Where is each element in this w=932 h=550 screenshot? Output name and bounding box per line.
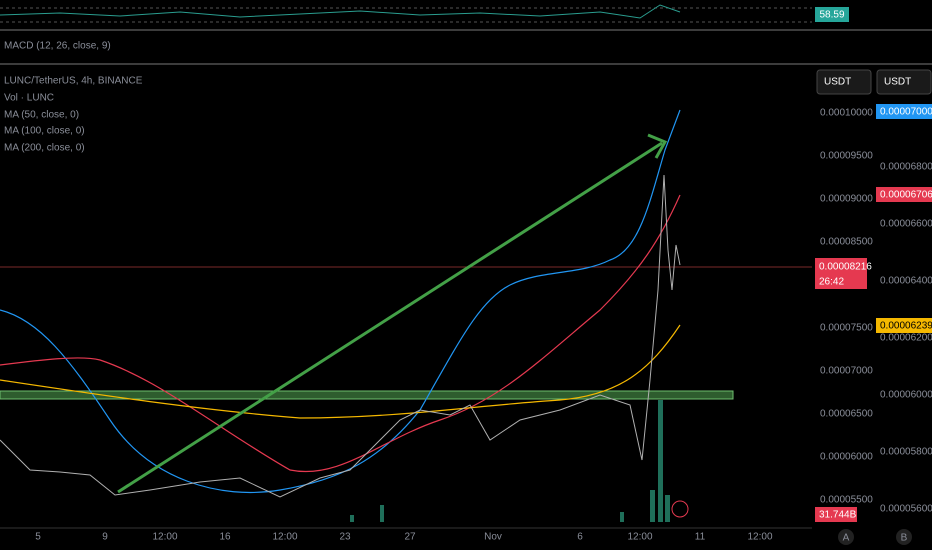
price-axis-label: 0.00006400 xyxy=(880,276,932,287)
volume-bar xyxy=(380,505,384,522)
price-axis-label: 0.00008500 xyxy=(820,237,873,248)
ma-label: MA (100, close, 0) xyxy=(4,126,85,137)
corner-label: A xyxy=(843,533,850,544)
price-tag-text: 0.00008216 xyxy=(819,262,872,273)
corner-button[interactable] xyxy=(838,529,854,545)
price-tag xyxy=(876,104,932,119)
price-axis-label: 0.00006500 xyxy=(820,409,873,420)
volume-bar xyxy=(620,512,624,522)
currency-button[interactable] xyxy=(816,69,872,95)
time-axis-label: 11 xyxy=(695,532,706,543)
currency-label: USDT xyxy=(884,77,911,88)
rsi-line xyxy=(0,4,681,19)
currency-label: USDT xyxy=(824,77,851,88)
price-axis-label: 0.00007000 xyxy=(820,366,873,377)
ma-200 xyxy=(0,324,681,419)
price-axis-label: 0.00007500 xyxy=(820,323,873,334)
volume-bar xyxy=(650,490,655,522)
alert-icon[interactable] xyxy=(671,500,689,518)
rsi-value: 58.59 xyxy=(819,10,844,21)
price-axis-label: 0.00009500 xyxy=(820,151,873,162)
time-axis-label: 27 xyxy=(404,532,416,543)
price-axis-label: 0.00009000 xyxy=(820,194,873,205)
ma-label: MA (50, close, 0) xyxy=(4,110,79,121)
price-path xyxy=(0,174,681,498)
price-tag xyxy=(876,318,932,333)
time-axis-label: 12:00 xyxy=(272,532,297,543)
price-axis-label: 0.00005500 xyxy=(820,495,873,506)
volume-tag xyxy=(815,507,857,522)
price-axis-label: 0.00010000 xyxy=(820,108,873,119)
support-zone xyxy=(0,390,734,400)
volume-label: Vol · LUNC xyxy=(4,93,54,104)
currency-button[interactable] xyxy=(876,69,932,95)
ma-50 xyxy=(0,109,681,493)
corner-button[interactable] xyxy=(896,529,912,545)
price-tag xyxy=(876,187,932,202)
price-tag-text: 0.00006706 xyxy=(880,190,932,201)
time-axis-label: 5 xyxy=(35,532,41,543)
price-axis-label: 0.00006200 xyxy=(880,333,932,344)
symbol-label: LUNC/TetherUS, 4h, BINANCE xyxy=(4,76,143,87)
price-axis-label: 0.00006800 xyxy=(880,162,932,173)
trend-arrow xyxy=(117,141,663,494)
last-price-tag xyxy=(815,258,867,289)
ma-label: MA (200, close, 0) xyxy=(4,143,85,154)
volume-bars xyxy=(350,400,670,522)
time-axis-label: 9 xyxy=(102,532,108,543)
volume-bar xyxy=(350,515,354,522)
volume-bar xyxy=(665,495,670,522)
price-axis-label: 0.00005600 xyxy=(880,504,932,515)
price-axis-label: 0.00006000 xyxy=(880,390,932,401)
price-axis-label: 0.00005800 xyxy=(880,447,932,458)
volume-tag-text: 31.744B xyxy=(819,510,857,521)
price-axis-label: 0.00006000 xyxy=(820,452,873,463)
price-tag-text: 0.00006239 xyxy=(880,321,932,332)
time-axis-label: 16 xyxy=(219,532,231,543)
time-axis-label: 12:00 xyxy=(627,532,652,543)
countdown: 26:42 xyxy=(819,277,844,288)
volume-bar xyxy=(658,400,663,522)
corner-label: B xyxy=(901,533,908,544)
price-axis-label: 0.00006600 xyxy=(880,219,932,230)
macd-label: MACD (12, 26, close, 9) xyxy=(4,41,111,52)
price-tag-text: 0.00007000 xyxy=(880,107,932,118)
arrow-head xyxy=(647,133,668,159)
time-axis-label: Nov xyxy=(484,532,502,543)
rsi-tag xyxy=(815,7,849,22)
time-axis-label: 6 xyxy=(577,532,583,543)
time-axis-label: 12:00 xyxy=(747,532,772,543)
time-axis-label: 12:00 xyxy=(152,532,177,543)
time-axis-label: 23 xyxy=(339,532,351,543)
